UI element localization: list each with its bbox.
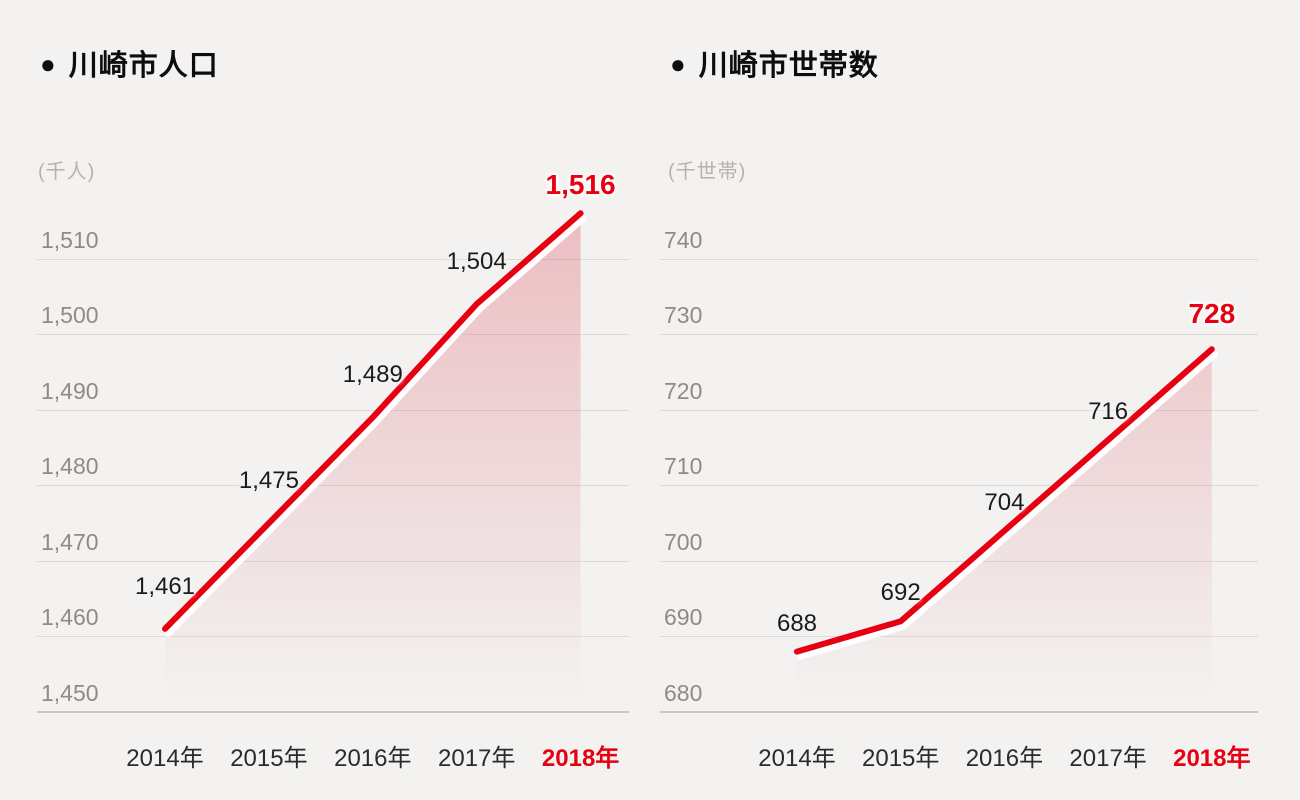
y-axis-label: 1,480 (41, 453, 99, 480)
bullet-icon: ● (40, 49, 57, 79)
gridline (660, 409, 1258, 411)
y-axis-label: 730 (664, 302, 703, 329)
data-label-latest: 1,516 (545, 169, 616, 201)
area-fill (165, 213, 581, 713)
x-axis-label: 2018年 (1173, 745, 1251, 772)
x-axis-label: 2016年 (965, 745, 1044, 772)
x-axis-label: 2014年 (126, 745, 204, 772)
data-label: 1,504 (446, 247, 507, 275)
trend-line (794, 346, 1215, 655)
households-chart-title: ● 川崎市世帯数 (670, 42, 879, 84)
gridline (660, 560, 1258, 562)
y-axis-label: 1,490 (41, 377, 99, 404)
gridline (37, 258, 629, 260)
data-label: 716 (1088, 397, 1129, 425)
gridline (660, 485, 1258, 487)
bullet-icon: ● (670, 49, 687, 79)
x-axis-label: 2016年 (334, 745, 412, 772)
households-chart-title-text: 川崎市世帯数 (698, 50, 879, 82)
y-axis-label: 700 (664, 528, 703, 555)
y-axis-label: 740 (664, 226, 703, 253)
households-unit-label: (千世帯) (668, 161, 747, 183)
data-label: 692 (880, 579, 921, 607)
population-unit-label: (千人) (38, 161, 96, 183)
trend-line-shadow (164, 215, 587, 638)
gridline (37, 409, 629, 411)
data-label: 1,475 (238, 467, 299, 495)
y-axis-label: 1,460 (41, 604, 99, 631)
population-chart-title-text: 川崎市人口 (68, 50, 219, 82)
y-axis-label: 680 (664, 680, 703, 706)
data-label: 704 (984, 488, 1025, 516)
data-label: 1,461 (134, 572, 196, 600)
data-label: 1,489 (342, 361, 403, 389)
population-chart-title: ● 川崎市人口 (40, 42, 219, 84)
x-axis-label: 2014年 (758, 745, 836, 772)
y-axis-label: 710 (664, 453, 703, 480)
x-axis-label: 2015年 (230, 745, 308, 772)
y-axis-label: 1,500 (41, 302, 99, 329)
gridline (660, 258, 1258, 260)
y-axis-label: 690 (664, 604, 703, 631)
y-axis-label: 720 (664, 377, 703, 404)
x-axis-label: 2018年 (541, 745, 620, 772)
y-axis-label: 1,510 (41, 226, 99, 253)
y-axis-label: 1,470 (41, 528, 99, 555)
x-axis-label: 2015年 (861, 745, 940, 772)
x-axis-label: 2017年 (437, 745, 516, 772)
data-label-latest: 728 (1188, 298, 1236, 330)
y-axis-label: 1,450 (41, 680, 99, 706)
gridline (660, 334, 1258, 336)
x-axis-label: 2017年 (1069, 745, 1147, 772)
trend-line (162, 210, 584, 632)
trend-line-shadow (796, 351, 1219, 660)
gridline (37, 334, 629, 336)
data-label: 688 (776, 609, 818, 637)
